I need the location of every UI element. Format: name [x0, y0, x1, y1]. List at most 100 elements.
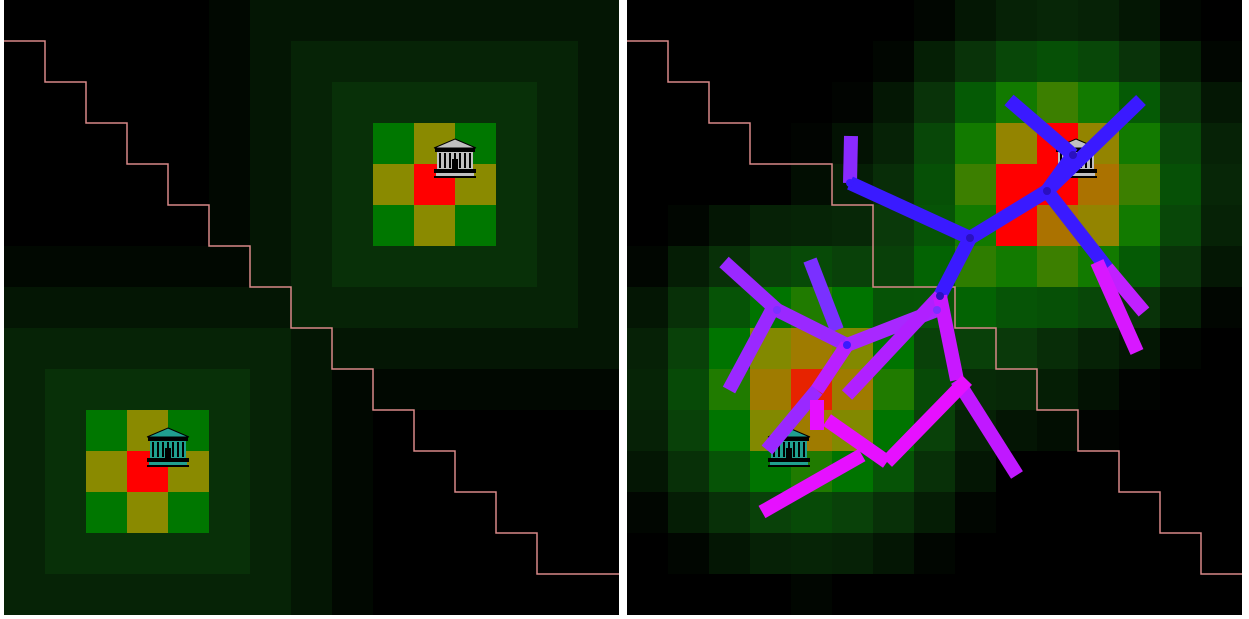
map-tile[interactable] [750, 82, 791, 123]
map-tile[interactable] [209, 82, 250, 123]
map-tile[interactable] [414, 82, 455, 123]
map-tile[interactable] [250, 41, 291, 82]
map-tile[interactable] [291, 164, 332, 205]
map-tile[interactable] [1201, 123, 1242, 164]
map-tile[interactable] [668, 328, 709, 369]
map-tile[interactable] [832, 533, 873, 574]
map-tile[interactable] [627, 246, 668, 287]
map-tile[interactable] [1037, 82, 1078, 123]
map-tile[interactable] [996, 246, 1037, 287]
map-tile[interactable] [709, 82, 750, 123]
map-tile[interactable] [291, 533, 332, 574]
map-tile[interactable] [832, 246, 873, 287]
map-tile[interactable] [455, 574, 496, 615]
map-tile[interactable] [45, 492, 86, 533]
map-tile[interactable] [709, 410, 750, 451]
map-tile[interactable] [332, 492, 373, 533]
map-tile[interactable] [955, 41, 996, 82]
map-tile[interactable] [750, 123, 791, 164]
map-tile[interactable] [250, 574, 291, 615]
map-tile[interactable] [332, 369, 373, 410]
map-tile[interactable] [627, 41, 668, 82]
map-tile[interactable] [537, 0, 578, 41]
map-tile[interactable] [1201, 328, 1242, 369]
map-tile[interactable] [668, 164, 709, 205]
map-tile[interactable] [127, 328, 168, 369]
map-tile[interactable] [668, 533, 709, 574]
map-tile[interactable] [914, 574, 955, 615]
map-tile[interactable] [709, 164, 750, 205]
map-tile[interactable] [1078, 451, 1119, 492]
map-tile[interactable] [4, 0, 45, 41]
map-tile[interactable] [168, 123, 209, 164]
map-tile[interactable] [1201, 164, 1242, 205]
map-tile[interactable] [414, 0, 455, 41]
map-tile[interactable] [750, 369, 791, 410]
map-tile[interactable] [414, 246, 455, 287]
map-tile[interactable] [1119, 41, 1160, 82]
map-tile[interactable] [1160, 533, 1201, 574]
map-tile[interactable] [45, 82, 86, 123]
map-tile[interactable] [168, 82, 209, 123]
map-tile[interactable] [627, 123, 668, 164]
map-tile[interactable] [496, 410, 537, 451]
map-tile[interactable] [45, 410, 86, 451]
map-tile[interactable] [4, 123, 45, 164]
map-tile[interactable] [86, 164, 127, 205]
map-tile[interactable] [250, 369, 291, 410]
map-tile[interactable] [709, 451, 750, 492]
map-tile[interactable] [668, 205, 709, 246]
map-tile[interactable] [1201, 369, 1242, 410]
map-tile[interactable] [1160, 41, 1201, 82]
map-tile[interactable] [873, 492, 914, 533]
map-tile[interactable] [373, 328, 414, 369]
map-tile[interactable] [627, 451, 668, 492]
map-tile[interactable] [291, 287, 332, 328]
map-tile[interactable] [1037, 41, 1078, 82]
map-tile[interactable] [86, 287, 127, 328]
map-tile[interactable] [709, 0, 750, 41]
map-tile[interactable] [86, 451, 127, 492]
map-tile[interactable] [291, 369, 332, 410]
map-tile[interactable] [250, 451, 291, 492]
map-tile[interactable] [627, 287, 668, 328]
map-tile[interactable] [209, 451, 250, 492]
map-tile[interactable] [1201, 533, 1242, 574]
map-tile[interactable] [832, 574, 873, 615]
map-tile[interactable] [578, 0, 619, 41]
map-tile[interactable] [668, 0, 709, 41]
map-tile[interactable] [668, 123, 709, 164]
map-tile[interactable] [45, 246, 86, 287]
map-tile[interactable] [496, 0, 537, 41]
map-tile[interactable] [1160, 328, 1201, 369]
map-tile[interactable] [1078, 410, 1119, 451]
map-tile[interactable] [332, 328, 373, 369]
map-tile[interactable] [791, 533, 832, 574]
map-tile[interactable] [578, 410, 619, 451]
map-tile[interactable] [291, 123, 332, 164]
map-tile[interactable] [1201, 451, 1242, 492]
map-tile[interactable] [455, 41, 496, 82]
map-tile[interactable] [709, 492, 750, 533]
map-tile[interactable] [332, 82, 373, 123]
map-tile[interactable] [791, 205, 832, 246]
map-tile[interactable] [791, 164, 832, 205]
map-tile[interactable] [627, 410, 668, 451]
map-tile[interactable] [996, 492, 1037, 533]
map-tile[interactable] [127, 0, 168, 41]
map-tile[interactable] [414, 451, 455, 492]
map-tile[interactable] [291, 82, 332, 123]
map-tile[interactable] [578, 369, 619, 410]
map-tile[interactable] [250, 0, 291, 41]
map-tile[interactable] [496, 328, 537, 369]
map-tile[interactable] [45, 287, 86, 328]
map-tile[interactable] [291, 41, 332, 82]
map-tile[interactable] [45, 205, 86, 246]
map-tile[interactable] [373, 492, 414, 533]
map-tile[interactable] [496, 287, 537, 328]
map-tile[interactable] [1078, 369, 1119, 410]
map-tile[interactable] [996, 287, 1037, 328]
map-tile[interactable] [414, 492, 455, 533]
map-tile[interactable] [832, 492, 873, 533]
map-tile[interactable] [127, 164, 168, 205]
